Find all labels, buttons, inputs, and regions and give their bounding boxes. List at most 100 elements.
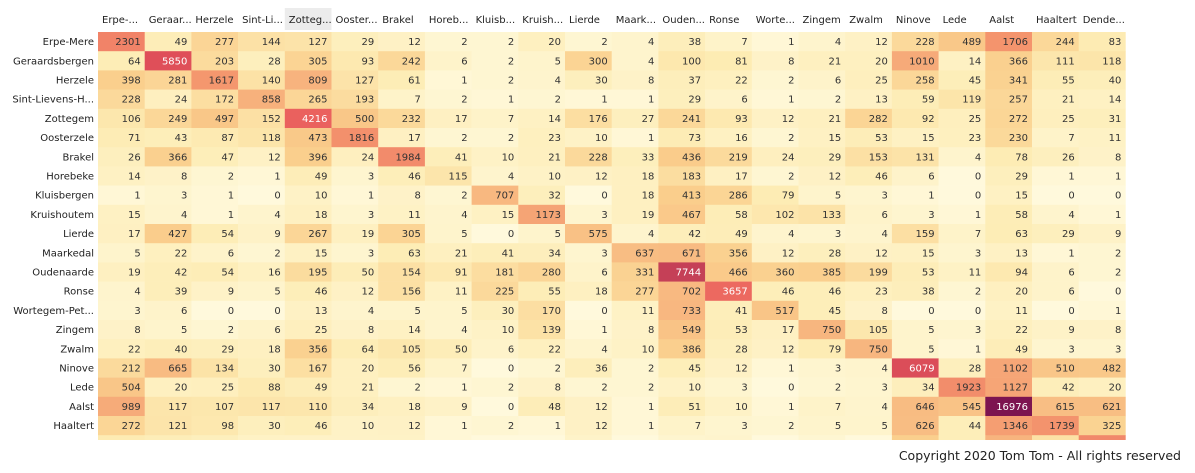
heatmap-cell[interactable] <box>238 435 286 440</box>
heatmap-cell[interactable] <box>798 51 846 71</box>
heatmap-cell[interactable] <box>658 128 706 148</box>
heatmap-cell[interactable] <box>891 281 939 302</box>
heatmap-cell[interactable] <box>98 262 145 282</box>
heatmap-cell[interactable] <box>378 281 426 302</box>
heatmap-cell[interactable] <box>565 224 612 244</box>
heatmap-cell[interactable] <box>238 185 286 206</box>
heatmap-cell[interactable] <box>1078 224 1126 244</box>
heatmap-cell[interactable] <box>565 70 612 90</box>
heatmap-cell[interactable] <box>378 89 426 110</box>
heatmap-cell[interactable] <box>1078 147 1126 167</box>
heatmap-cell[interactable] <box>98 51 145 71</box>
heatmap-cell[interactable] <box>1078 166 1126 186</box>
heatmap-cell[interactable] <box>611 185 659 206</box>
heatmap-cell[interactable] <box>1032 128 1079 148</box>
heatmap-cell[interactable] <box>565 51 612 71</box>
heatmap-cell[interactable] <box>751 51 799 71</box>
heatmap-cell[interactable] <box>471 435 519 440</box>
row-label[interactable]: Wortegem-Pet... <box>13 306 94 317</box>
heatmap-cell[interactable] <box>705 224 753 244</box>
heatmap-cell[interactable] <box>891 300 939 321</box>
heatmap-cell[interactable] <box>331 51 379 71</box>
heatmap-cell[interactable] <box>611 89 659 110</box>
heatmap-cell[interactable] <box>798 204 846 225</box>
heatmap-cell[interactable] <box>471 320 519 340</box>
heatmap-cell[interactable] <box>98 300 145 321</box>
heatmap-cell[interactable] <box>845 224 893 244</box>
heatmap-cell[interactable] <box>424 51 472 71</box>
heatmap-cell[interactable] <box>238 300 286 321</box>
heatmap-cell[interactable] <box>471 377 519 398</box>
row-label[interactable]: Kruishoutem <box>30 210 94 221</box>
heatmap-cell[interactable] <box>658 243 706 263</box>
heatmap-cell[interactable] <box>471 262 519 282</box>
heatmap-cell[interactable] <box>705 70 753 90</box>
heatmap-cell[interactable] <box>938 243 986 263</box>
heatmap-cell[interactable] <box>331 281 379 302</box>
heatmap-cell[interactable] <box>611 32 659 52</box>
heatmap-cell[interactable] <box>938 416 986 436</box>
heatmap-cell[interactable] <box>1032 147 1079 167</box>
heatmap-cell[interactable] <box>611 416 659 436</box>
heatmap-cell[interactable] <box>424 300 472 321</box>
heatmap-cell[interactable] <box>1032 185 1079 206</box>
heatmap-cell[interactable] <box>798 281 846 302</box>
heatmap-cell[interactable] <box>798 128 846 148</box>
column-label[interactable]: Horeb... <box>429 15 469 26</box>
heatmap-cell[interactable] <box>845 147 893 167</box>
heatmap-cell[interactable] <box>331 32 379 52</box>
heatmap-cell[interactable] <box>191 89 239 110</box>
heatmap-cell[interactable] <box>518 32 566 52</box>
heatmap-cell[interactable] <box>144 396 192 417</box>
heatmap-cell[interactable] <box>938 435 986 440</box>
heatmap-cell[interactable] <box>985 108 1033 129</box>
row-label[interactable]: Maarkedal <box>42 248 94 259</box>
heatmap-cell[interactable] <box>845 358 893 378</box>
heatmap-cell[interactable] <box>565 166 612 186</box>
heatmap-cell[interactable] <box>378 243 426 263</box>
heatmap-cell[interactable] <box>424 377 472 398</box>
column-label[interactable]: Herzele <box>195 15 233 26</box>
heatmap-cell[interactable] <box>751 396 799 417</box>
heatmap-cell[interactable] <box>471 166 519 186</box>
heatmap-cell[interactable] <box>378 300 426 321</box>
heatmap-cell[interactable] <box>611 281 659 302</box>
heatmap-cell[interactable] <box>565 128 612 148</box>
heatmap-cell[interactable] <box>144 32 192 52</box>
heatmap-cell[interactable] <box>611 262 659 282</box>
row-label[interactable]: Aalst <box>69 402 94 413</box>
heatmap-cell[interactable] <box>565 320 612 340</box>
heatmap-cell[interactable] <box>985 358 1033 378</box>
heatmap-cell[interactable] <box>1032 32 1079 52</box>
heatmap-cell[interactable] <box>238 166 286 186</box>
heatmap-cell[interactable] <box>705 108 753 129</box>
heatmap-cell[interactable] <box>191 185 239 206</box>
heatmap-cell[interactable] <box>331 147 379 167</box>
heatmap-cell[interactable] <box>658 166 706 186</box>
heatmap-cell[interactable] <box>611 204 659 225</box>
heatmap-cell[interactable] <box>751 435 799 440</box>
heatmap-cell[interactable] <box>191 396 239 417</box>
heatmap-cell[interactable] <box>658 416 706 436</box>
heatmap-cell[interactable] <box>891 416 939 436</box>
heatmap-cell[interactable] <box>798 396 846 417</box>
heatmap-cell[interactable] <box>238 339 286 359</box>
heatmap-cell[interactable] <box>98 147 145 167</box>
heatmap-cell[interactable] <box>284 339 332 359</box>
heatmap-cell[interactable] <box>938 51 986 71</box>
heatmap-cell[interactable] <box>565 243 612 263</box>
heatmap-cell[interactable] <box>1032 281 1079 302</box>
heatmap-cell[interactable] <box>751 147 799 167</box>
heatmap-cell[interactable] <box>611 377 659 398</box>
heatmap-cell[interactable] <box>891 147 939 167</box>
heatmap-cell[interactable] <box>378 320 426 340</box>
heatmap-cell[interactable] <box>938 89 986 110</box>
heatmap-cell[interactable] <box>424 89 472 110</box>
heatmap-cell[interactable] <box>518 128 566 148</box>
heatmap-cell[interactable] <box>751 204 799 225</box>
heatmap-cell[interactable] <box>798 416 846 436</box>
heatmap-cell[interactable] <box>751 300 799 321</box>
heatmap-cell[interactable] <box>1078 416 1126 436</box>
heatmap-cell[interactable] <box>938 128 986 148</box>
heatmap-cell[interactable] <box>798 243 846 263</box>
